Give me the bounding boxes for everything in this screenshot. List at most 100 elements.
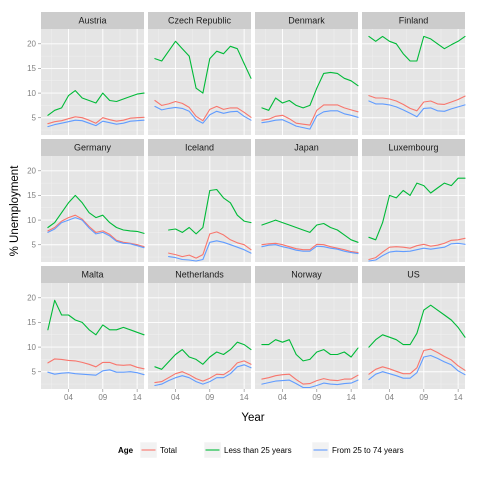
panel-us: US 04 09 14: [362, 266, 466, 402]
facet-strip: [362, 266, 465, 283]
series-line-total: [154, 99, 252, 122]
panel-background: [255, 283, 358, 389]
panel-background: [362, 156, 465, 262]
facet-title: Czech Republic: [168, 16, 232, 26]
x-tick-label: 14: [347, 393, 356, 402]
series-line-less-than-25-years: [368, 304, 466, 348]
series-line-less-than-25-years: [47, 299, 145, 336]
facet-strip: [41, 139, 144, 156]
series-line-total: [261, 373, 359, 385]
series-line-less-than-25-years: [368, 177, 466, 241]
y-tick-label: 20: [27, 40, 36, 49]
panel-background: [41, 156, 144, 262]
series-line-from-25-to-74-years: [368, 354, 466, 381]
x-tick-label: 09: [205, 393, 214, 402]
facet-title: Denmark: [288, 16, 325, 26]
facet-strip: [362, 12, 465, 29]
series-line-from-25-to-74-years: [261, 379, 359, 389]
y-tick-label: 15: [27, 64, 36, 73]
series-line-from-25-to-74-years: [261, 110, 359, 130]
series-line-from-25-to-74-years: [368, 242, 466, 262]
panel-background: [255, 156, 358, 262]
y-axis-title: % Unemployment: [9, 165, 21, 257]
panel-czech-republic: Czech Republic: [148, 12, 252, 135]
legend-item-from-25-to-74-years: From 25 to 74 years: [311, 441, 404, 459]
series-line-from-25-to-74-years: [368, 100, 466, 118]
series-line-less-than-25-years: [168, 188, 252, 235]
facet-title: Malta: [81, 270, 103, 280]
y-tick-label: 15: [27, 318, 36, 327]
y-tick-label: 20: [27, 167, 36, 176]
facet-title: Netherlands: [175, 270, 224, 280]
legend-label: From 25 to 74 years: [332, 446, 404, 455]
panel-austria: Austria 5 10 15 20: [27, 12, 145, 135]
y-tick-label: 5: [32, 241, 37, 250]
series-line-less-than-25-years: [261, 339, 359, 362]
facet-strip: [148, 266, 251, 283]
legend-item-total: Total: [139, 441, 177, 459]
series-line-less-than-25-years: [47, 90, 145, 116]
panel-background: [41, 283, 144, 389]
x-tick-label: 14: [454, 393, 463, 402]
x-axis-title: Year: [241, 412, 264, 424]
facet-strip: [148, 139, 251, 156]
panel-denmark: Denmark: [255, 12, 359, 135]
series-line-less-than-25-years: [47, 194, 145, 234]
series-line-total: [368, 348, 466, 375]
x-tick-label: 04: [171, 393, 180, 402]
series-line-total: [168, 231, 252, 259]
x-tick-label: 04: [278, 393, 287, 402]
panel-finland: Finland: [362, 12, 466, 135]
y-tick-label: 20: [27, 294, 36, 303]
y-tick-label: 10: [27, 343, 36, 352]
series-line-total: [154, 360, 252, 384]
panel-japan: Japan: [255, 139, 359, 262]
series-line-from-25-to-74-years: [154, 105, 252, 124]
legend-items: Total Less than 25 years From 25 to 74 yea…: [139, 441, 404, 459]
series-line-total: [261, 242, 359, 254]
series-line-less-than-25-years: [368, 35, 466, 62]
series-line-total: [261, 104, 359, 126]
x-tick-label: 09: [98, 393, 107, 402]
facet-title: Iceland: [185, 143, 214, 153]
facet-strip: [255, 139, 358, 156]
series-line-less-than-25-years: [154, 341, 252, 370]
panel-netherlands: Netherlands 04 09 14: [148, 266, 252, 402]
series-line-total: [47, 358, 145, 370]
y-tick-label: 5: [32, 114, 37, 123]
x-tick-label: 14: [240, 393, 249, 402]
facet-title: Austria: [78, 16, 106, 26]
series-line-from-25-to-74-years: [47, 217, 145, 249]
panel-background: [362, 29, 465, 135]
panel-norway: Norway 04 09 14: [255, 266, 359, 402]
y-tick-label: 10: [27, 216, 36, 225]
series-line-from-25-to-74-years: [47, 119, 145, 128]
x-tick-label: 09: [419, 393, 428, 402]
panel-iceland: Iceland: [148, 139, 252, 262]
panel-germany: Germany 5 10 15 20: [27, 139, 145, 262]
y-tick-label: 5: [32, 368, 37, 377]
facet-strip: [255, 12, 358, 29]
x-tick-label: 14: [133, 393, 142, 402]
series-line-total: [47, 116, 145, 125]
legend-label: Total: [160, 446, 177, 455]
facet-title: US: [407, 270, 420, 280]
legend-label: Less than 25 years: [224, 446, 292, 455]
panel-background: [255, 29, 358, 135]
facet-strip: [41, 266, 144, 283]
facet-panels: Austria 5 10 15 20 Czech Republic Denmark Finla…: [27, 12, 466, 402]
x-tick-label: 04: [385, 393, 394, 402]
panel-background: [148, 283, 251, 389]
legend-title: Age: [118, 446, 134, 455]
series-line-total: [368, 95, 466, 112]
x-tick-label: 04: [64, 393, 73, 402]
facet-title: Finland: [399, 16, 429, 26]
facet-strip: [255, 266, 358, 283]
y-tick-label: 10: [27, 89, 36, 98]
facet-title: Japan: [294, 143, 319, 153]
facet-strip: [362, 139, 465, 156]
series-line-from-25-to-74-years: [154, 364, 252, 387]
series-line-less-than-25-years: [261, 219, 359, 243]
facet-strip: [148, 12, 251, 29]
panel-luxembourg: Luxembourg: [362, 139, 466, 262]
